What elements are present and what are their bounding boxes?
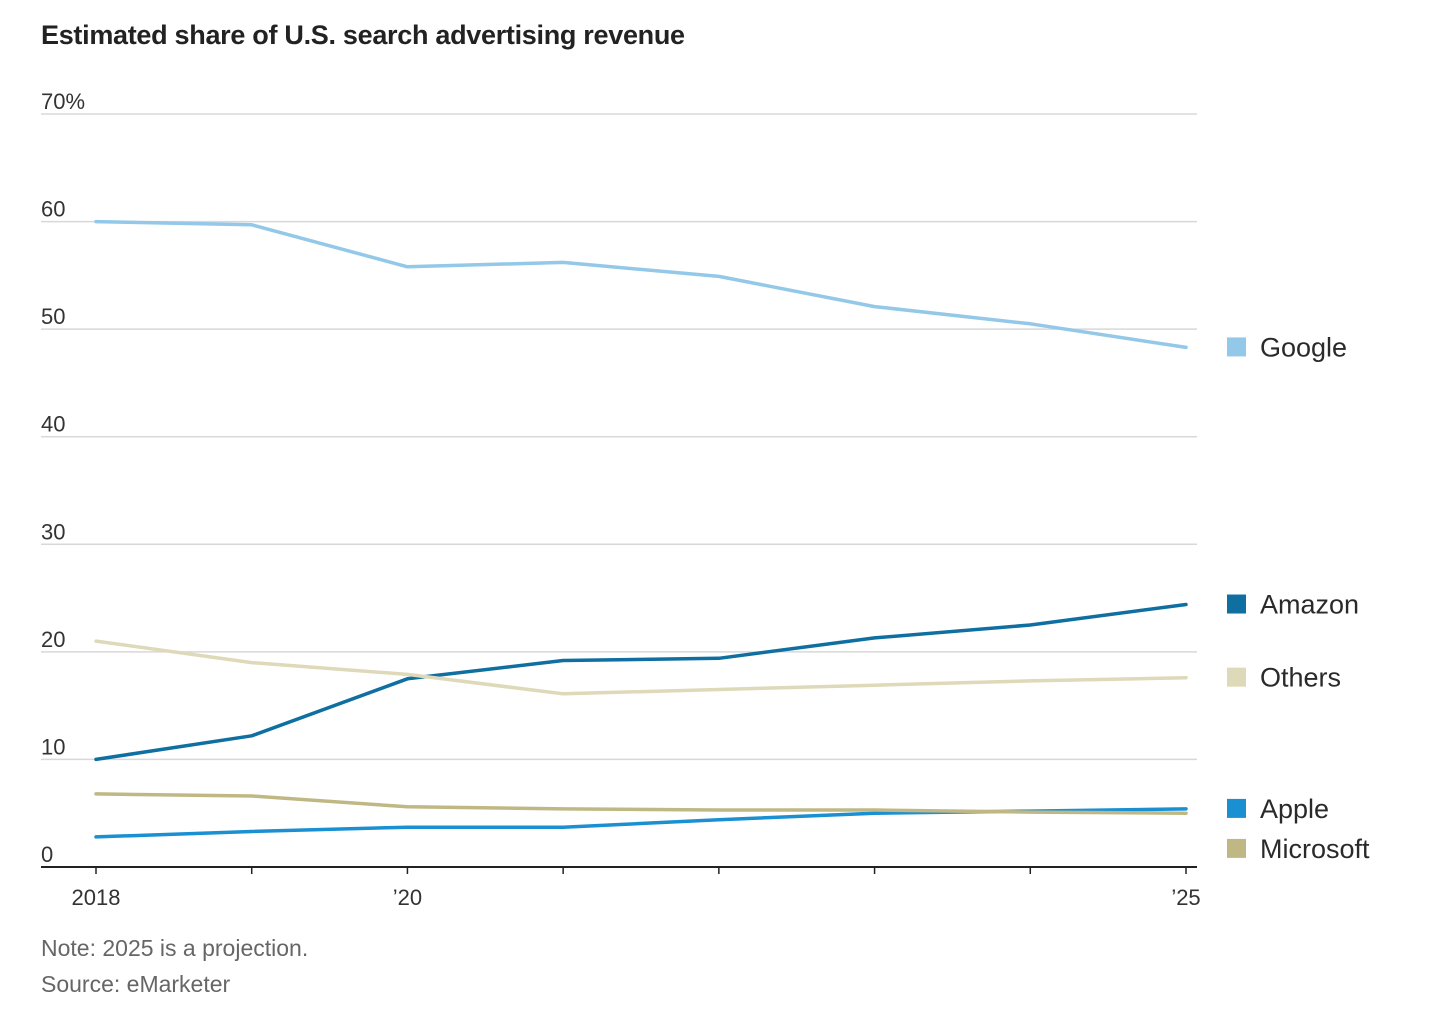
series-line-microsoft (94, 792, 1188, 815)
series-line-google (94, 219, 1188, 350)
legend-label: Google (1260, 332, 1347, 362)
legend-item-microsoft: Microsoft (1227, 834, 1370, 864)
chart-title: Estimated share of U.S. search advertisi… (41, 20, 685, 50)
y-tick-label: 30 (41, 519, 65, 544)
series-line-others (94, 639, 1188, 696)
y-tick-label: 50 (41, 304, 65, 329)
y-tick-label: 0 (41, 842, 53, 867)
legend-item-apple: Apple (1227, 794, 1329, 824)
x-tick-label: ’25 (1171, 885, 1200, 910)
series-line-amazon (94, 602, 1188, 762)
legend: Google Amazon Others Apple Microsoft (1227, 332, 1370, 864)
legend-item-google: Google (1227, 332, 1347, 362)
x-axis: 2018 ’20 ’25 (41, 866, 1201, 910)
legend-label: Apple (1260, 794, 1329, 824)
y-tick-label: 20 (41, 627, 65, 652)
legend-item-others: Others (1227, 663, 1341, 693)
legend-swatch (1227, 838, 1246, 858)
legend-label: Others (1260, 663, 1341, 693)
x-tick-label: 2018 (72, 885, 121, 910)
legend-swatch (1227, 667, 1246, 687)
y-axis-labels: 0 10 20 30 40 50 60 70% (41, 89, 85, 867)
source-note: Source: eMarketer (41, 971, 231, 997)
legend-swatch (1227, 798, 1246, 818)
y-tick-label: 40 (41, 412, 65, 437)
y-tick-label: 10 (41, 734, 65, 759)
legend-swatch (1227, 337, 1246, 357)
x-tick-label: ’20 (393, 885, 422, 910)
legend-item-amazon: Amazon (1227, 590, 1359, 620)
y-tick-label: 70% (41, 89, 85, 114)
legend-swatch (1227, 594, 1246, 614)
gridlines (41, 113, 1197, 761)
projection-note: Note: 2025 is a projection. (41, 935, 309, 961)
y-tick-label: 60 (41, 197, 65, 222)
series-lines (94, 219, 1188, 839)
legend-label: Microsoft (1260, 834, 1370, 864)
legend-label: Amazon (1260, 590, 1359, 620)
